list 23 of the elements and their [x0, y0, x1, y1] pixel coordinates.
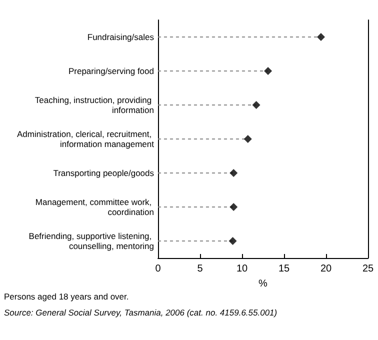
x-tick-label: 5: [197, 264, 204, 274]
point: [264, 67, 272, 75]
y-tick-label: Administration, clerical, recruitment, information management: [17, 129, 155, 149]
x-tick-label: 0: [155, 264, 162, 274]
y-tick-label: Transporting people/goods: [53, 168, 154, 178]
point: [230, 169, 238, 177]
point: [252, 101, 260, 109]
point: [230, 203, 238, 211]
y-tick-label: Befriending, supportive listening, counselling, mentoring: [28, 231, 154, 251]
y-tick-label: Teaching, instruction, providing information: [34, 95, 154, 115]
y-tick-label: Fundraising/sales: [87, 32, 154, 42]
x-tick-label: 15: [278, 264, 290, 274]
y-tick-label: Management, committee work, coordination: [35, 197, 154, 217]
x-tick-label: 20: [320, 264, 332, 274]
point: [316, 33, 325, 41]
point: [228, 237, 237, 245]
text: Persons aged 18 years and over.: [4, 292, 129, 302]
x-axis-title: %: [258, 278, 268, 290]
y-tick-label: Preparing/serving food: [68, 66, 154, 76]
x-tick-label: 25: [362, 264, 374, 274]
x-tick-label: 10: [236, 264, 248, 274]
source-note: Source: General Social Survey, Tasmania, 2006 (cat. no. 4159.6.55.001): [4, 308, 278, 318]
point: [244, 135, 252, 143]
